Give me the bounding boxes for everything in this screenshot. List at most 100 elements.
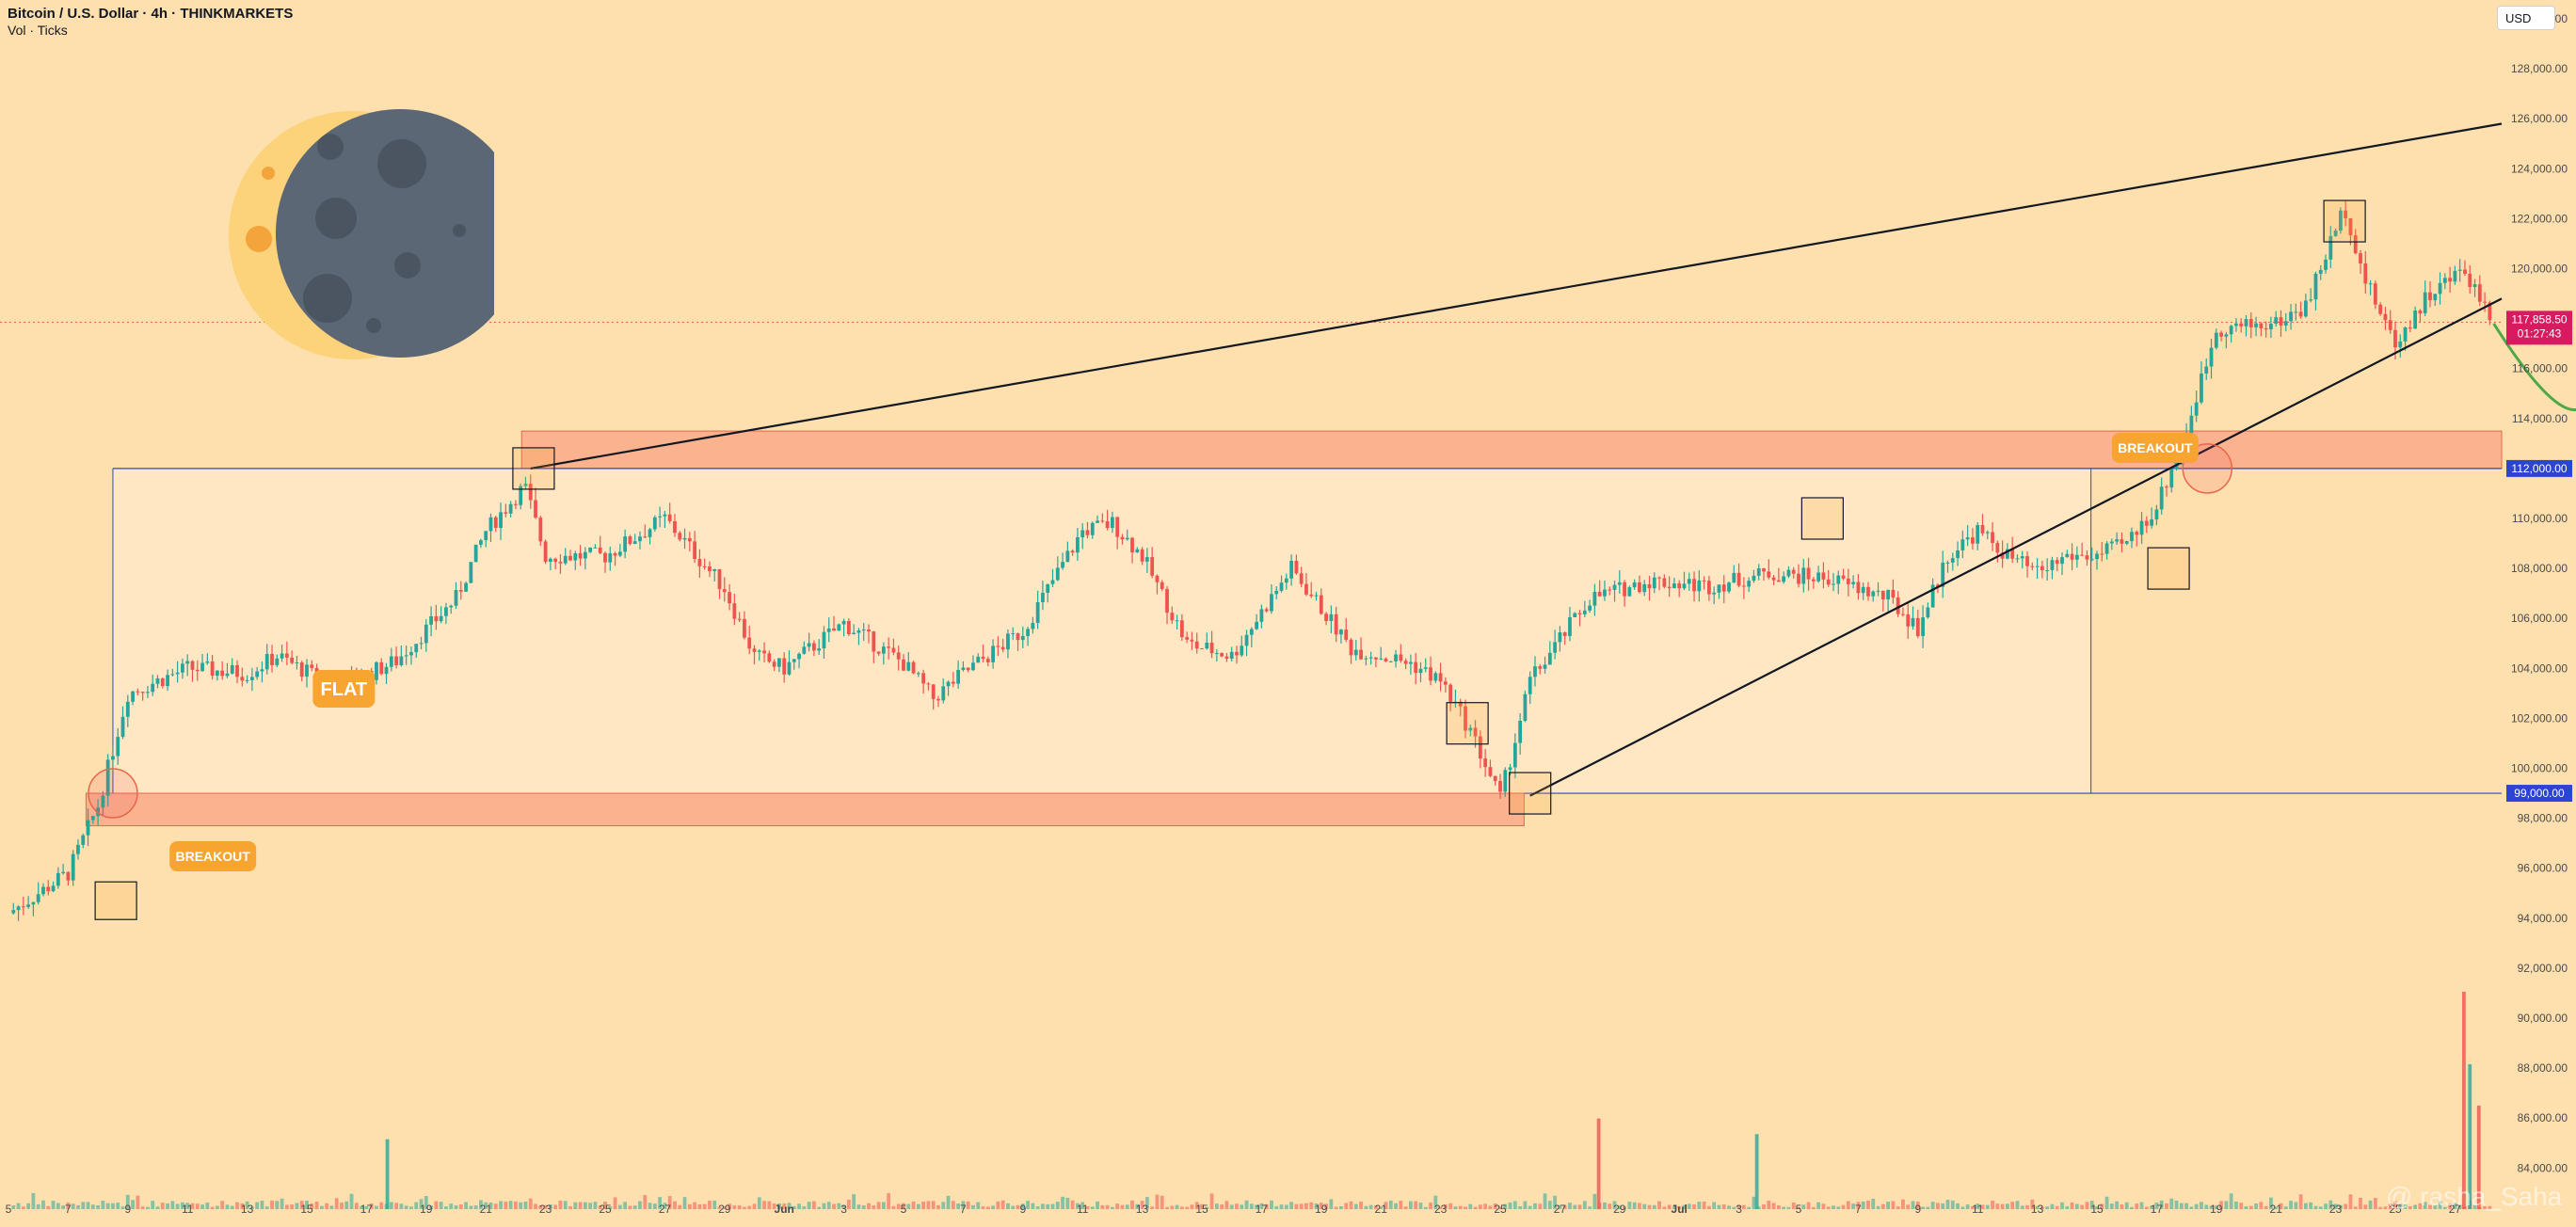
candle-body-222 (1115, 517, 1120, 537)
volume-bar-286 (1433, 1195, 1438, 1209)
candle-body-244 (1224, 656, 1229, 659)
volume-bar-311 (1558, 1204, 1562, 1209)
candle-body-474 (2368, 283, 2373, 285)
candle-body-198 (996, 645, 1000, 647)
y-tick-5: 120,000.00 (2511, 263, 2568, 276)
last-price-tag-bg (2506, 311, 2572, 345)
candle-body-199 (1000, 646, 1005, 650)
volume-bar-445 (2224, 1201, 2229, 1209)
volume-bar-377 (1886, 1202, 1890, 1209)
volume-bar-287 (1438, 1206, 1443, 1209)
candle-body-404 (2020, 556, 2024, 559)
volume-bar-442 (2209, 1205, 2214, 1209)
candle-body-268 (1344, 629, 1349, 640)
volume-bar-17 (96, 1204, 100, 1209)
candle-body-170 (856, 630, 861, 633)
candle-body-230 (1155, 575, 1160, 582)
symbol-title[interactable]: Bitcoin / U.S. Dollar · 4h · THINKMARKET… (8, 6, 294, 22)
volume-bar-349 (1747, 1206, 1752, 1209)
volume-bar-394 (1971, 1206, 1975, 1209)
volume-bar-467 (2333, 1203, 2338, 1209)
candle-body-123 (623, 536, 628, 552)
candle-body-426 (2130, 532, 2134, 542)
candle-body-6 (41, 886, 45, 895)
volume-bar-74 (379, 1202, 384, 1209)
volume-bar-139 (702, 1203, 707, 1209)
volume-bar-364 (1821, 1203, 1826, 1209)
candle-body-58 (299, 662, 304, 677)
candle-body-293 (1468, 727, 1473, 731)
candle-body-388 (1941, 563, 1945, 587)
volume-indicator-label[interactable]: Vol · Ticks (8, 23, 68, 38)
candle-body-188 (946, 681, 951, 687)
candle-body-203 (1020, 635, 1025, 641)
highlight-box-2 (1446, 702, 1489, 745)
candle-body-174 (876, 651, 881, 654)
candle-body-147 (743, 618, 746, 638)
candle-body-394 (1971, 537, 1975, 544)
volume-bar-219 (1100, 1204, 1105, 1209)
candle-body-84 (429, 615, 433, 625)
volume-bar-255 (1279, 1204, 1284, 1209)
candle-body-91 (464, 582, 468, 592)
candle-body-192 (966, 667, 970, 671)
volume-bar-184 (926, 1201, 931, 1209)
volume-bar-330 (1652, 1204, 1656, 1209)
volume-bar-67 (344, 1201, 349, 1209)
volume-bar-428 (2139, 1202, 2144, 1209)
candle-body-300 (1503, 770, 1508, 792)
volume-bar-198 (996, 1201, 1000, 1209)
volume-bar-106 (538, 1205, 543, 1209)
y-tick-19: 92,000.00 (2518, 962, 2568, 975)
volume-bar-71 (364, 1205, 369, 1209)
candle-body-491 (2453, 270, 2457, 282)
candle-body-326 (1632, 582, 1637, 588)
volume-bar-387 (1936, 1203, 1940, 1209)
volume-bar-70 (360, 1205, 364, 1209)
volume-bar-163 (822, 1203, 826, 1209)
candle-body-294 (1473, 727, 1478, 737)
candle-body-270 (1353, 649, 1358, 656)
candle-body-458 (2289, 311, 2293, 322)
candle-body-478 (2388, 320, 2392, 330)
candle-body-165 (832, 628, 836, 631)
volume-bar-19 (105, 1203, 110, 1209)
volume-bar-116 (588, 1203, 593, 1209)
volume-bar-490 (2448, 1203, 2453, 1209)
candle-body-132 (667, 514, 672, 521)
candle-body-171 (861, 629, 866, 631)
volume-bar-72 (369, 1203, 374, 1209)
x-tick-16: 7 (960, 1203, 967, 1216)
volume-bar-172 (867, 1203, 871, 1209)
volume-bar-324 (1623, 1206, 1626, 1209)
x-tick-10: 25 (599, 1203, 612, 1216)
candle-body-182 (916, 673, 920, 675)
volume-bar-409 (2045, 1206, 2050, 1209)
candle-body-135 (682, 537, 687, 540)
candle-body-146 (737, 618, 742, 620)
candle-body-452 (2259, 323, 2264, 328)
volume-bar-233 (1170, 1205, 1175, 1209)
candle-body-50 (260, 669, 264, 672)
candle-body-353 (1767, 571, 1771, 578)
candle-body-11 (66, 871, 71, 881)
volume-bar-350 (1752, 1196, 1756, 1209)
volume-bar-101 (514, 1201, 518, 1209)
candle-body-255 (1279, 582, 1284, 591)
candle-body-52 (270, 653, 274, 665)
candle-body-124 (628, 536, 632, 545)
volume-bar-150 (757, 1197, 761, 1209)
currency-badge[interactable]: USD (2497, 6, 2555, 30)
volume-bar-381 (1906, 1204, 1911, 1209)
volume-bar-344 (1721, 1203, 1726, 1209)
candle-body-297 (1488, 767, 1493, 776)
candle-body-16 (90, 816, 95, 821)
candle-body-462 (2309, 299, 2313, 301)
candle-body-168 (846, 620, 851, 635)
candle-body-94 (479, 540, 483, 545)
volume-bar-31 (166, 1203, 169, 1209)
volume-bar-246 (1235, 1203, 1239, 1209)
candle-body-92 (469, 562, 473, 583)
